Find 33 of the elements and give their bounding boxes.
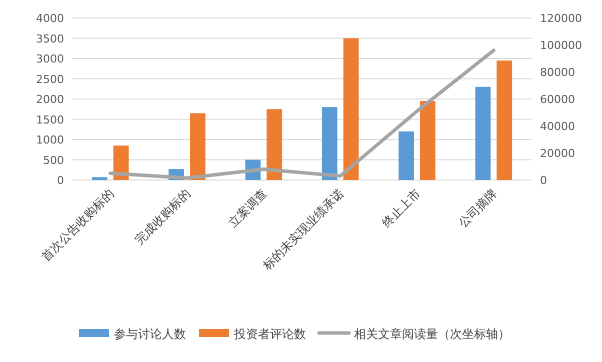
bar [475,86,491,180]
bar [190,113,206,180]
legend-label: 投资者评论数 [233,327,306,341]
y2-tick-label: 120000 [540,12,582,25]
y-tick-label: 3000 [36,52,64,66]
bar [398,131,414,180]
bar [343,38,359,180]
bar [420,101,436,180]
y2-tick-label: 100000 [540,39,582,52]
x-tick-label: 公司摘牌 [456,186,500,230]
y-tick-label: 500 [43,154,64,167]
x-tick-label: 首次公告收购标的 [38,186,116,264]
y2-tick-label: 80000 [540,66,575,79]
legend-label: 相关文章阅读量（次坐标轴） [354,327,510,341]
y2-tick-label: 40000 [540,120,575,133]
y-tick-label: 1000 [36,134,64,146]
x-tick-label: 终止上市 [379,186,424,230]
x-tick-label: 立案调查 [226,186,270,230]
y-tick-label: 1500 [36,113,64,126]
bar [322,107,338,180]
y2-tick-label: 20000 [540,147,575,160]
y-tick-label: 2500 [36,72,64,86]
y-tick-label: 3500 [36,32,64,46]
bar [266,109,282,180]
y-tick-label: 4000 [36,12,64,25]
legend-label: 参与讨论人数 [114,327,186,341]
bar [92,177,108,180]
bar [496,60,512,180]
x-tick-label: 完成收购标的 [132,186,194,248]
y2-tick-label: 0 [540,174,547,187]
y2-tick-label: 60000 [540,93,575,106]
y-tick-label: 2000 [36,93,64,106]
y-tick-label: 0 [57,174,64,187]
